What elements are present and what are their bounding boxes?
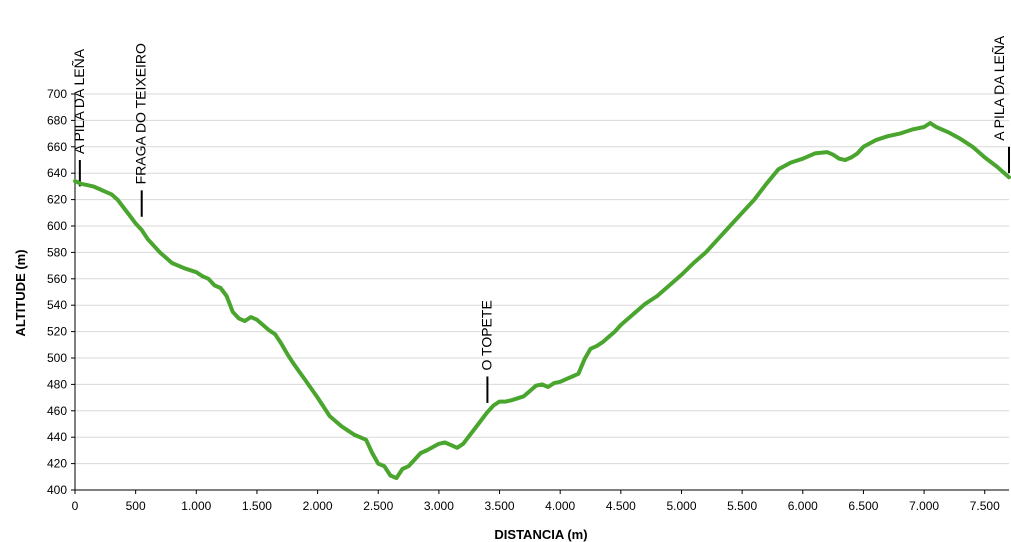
tick-labels: 400 420 440 460 480 500 520 540 560 580 600 620 640 6…	[47, 87, 1000, 513]
x-tick-label: 7.000	[909, 499, 939, 513]
y-tick-label: 580	[47, 245, 67, 259]
y-tick-label: 640	[47, 166, 67, 180]
waypoint-label: FRAGA DO TEIXEIRO	[133, 43, 149, 184]
y-tick-label: 540	[47, 298, 67, 312]
y-axis-title: ALTITUDE (m)	[13, 249, 28, 336]
waypoint-label: A PILA DA LEÑA	[71, 48, 87, 154]
y-tick-label: 500	[47, 351, 67, 365]
waypoint-label: A PILA DA LEÑA	[991, 35, 1007, 141]
x-tick-label: 1.000	[181, 499, 211, 513]
x-tick-label: 0	[72, 499, 79, 513]
x-tick-label: 500	[126, 499, 146, 513]
elevation-series-line	[73, 121, 1011, 481]
y-tick-label: 460	[47, 404, 67, 418]
x-tick-label: 4.500	[606, 499, 636, 513]
x-tick-label: 5.500	[727, 499, 757, 513]
series-layer	[73, 121, 1011, 481]
y-tick-label: 680	[47, 113, 67, 127]
y-tick-label: 660	[47, 140, 67, 154]
waypoint-label: O TOPETE	[478, 300, 494, 370]
x-axis-title: DISTANCIA (m)	[494, 527, 587, 542]
y-tick-label: 400	[47, 483, 67, 497]
x-tick-label: 6.500	[848, 499, 878, 513]
x-tick-label: 2.500	[363, 499, 393, 513]
axes	[71, 93, 1009, 494]
x-tick-label: 3.500	[485, 499, 515, 513]
x-tick-label: 5.000	[666, 499, 696, 513]
y-tick-label: 440	[47, 430, 67, 444]
grid-lines	[75, 93, 1009, 465]
y-tick-label: 600	[47, 219, 67, 233]
waypoint-annotations: A PILA DA LEÑA FRAGA DO TEIXEIRO O TOPETE A…	[71, 35, 1010, 403]
x-tick-label: 3.000	[424, 499, 454, 513]
x-tick-label: 1.500	[242, 499, 272, 513]
x-tick-label: 4.000	[545, 499, 575, 513]
y-tick-label: 480	[47, 377, 67, 391]
x-tick-label: 2.000	[303, 499, 333, 513]
x-tick-label: 6.000	[788, 499, 818, 513]
y-tick-label: 520	[47, 325, 67, 339]
x-tick-label: 7.500	[970, 499, 1000, 513]
y-tick-label: 560	[47, 272, 67, 286]
y-tick-label: 620	[47, 193, 67, 207]
y-tick-label: 700	[47, 87, 67, 101]
y-tick-label: 420	[47, 457, 67, 471]
